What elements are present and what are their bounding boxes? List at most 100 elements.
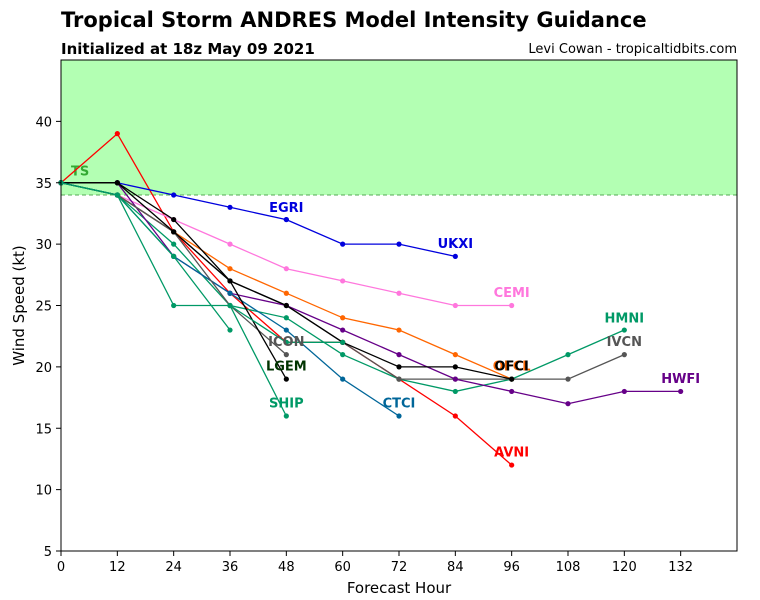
model-label-hmni: HMNI	[605, 312, 645, 327]
series-ship	[58, 180, 289, 419]
x-tick-label: 96	[503, 560, 520, 575]
data-point	[621, 352, 627, 358]
data-point	[227, 204, 233, 210]
model-label-cemi: CEMI	[494, 286, 530, 301]
tropical-storm-band	[61, 60, 737, 196]
data-point	[452, 376, 458, 382]
data-point	[340, 376, 346, 382]
x-tick-label: 24	[165, 560, 182, 575]
data-point	[227, 266, 233, 272]
series-hwfi	[58, 180, 684, 407]
y-axis-label: Wind Speed (kt)	[10, 245, 28, 366]
data-point	[171, 302, 177, 309]
data-point	[283, 290, 289, 296]
data-point	[340, 327, 346, 333]
series-line-icon	[60, 182, 287, 356]
data-point	[227, 302, 233, 309]
chart-title: Tropical Storm ANDRES Model Intensity Gu…	[61, 8, 647, 32]
model-label-egri: EGRI	[269, 201, 303, 216]
model-label-ship: SHIP	[269, 396, 304, 411]
data-point	[227, 327, 233, 333]
data-point	[678, 388, 684, 395]
chart-subtitle: Initialized at 18z May 09 2021	[61, 40, 315, 58]
x-tick-label: 48	[278, 560, 295, 575]
series-ukxi	[283, 216, 458, 259]
y-tick-label: 20	[35, 361, 52, 376]
data-point	[283, 327, 289, 333]
data-point	[171, 216, 177, 223]
data-point	[227, 290, 233, 296]
x-tick-label: 72	[391, 560, 408, 575]
data-point	[283, 216, 289, 223]
x-tick-label: 36	[222, 560, 239, 575]
model-label-avni: AVNI	[494, 445, 529, 460]
x-tick-label: 84	[447, 560, 464, 575]
y-tick-label: 10	[35, 484, 52, 499]
data-point	[452, 364, 458, 370]
y-tick-label: 40	[35, 115, 52, 130]
series-lgem	[58, 180, 289, 382]
y-axis-ticks: 5 10 15 20 25 30 35 40	[35, 115, 61, 560]
data-point	[114, 192, 120, 198]
x-axis-label: Forecast Hour	[347, 579, 452, 597]
series-extra-13	[58, 180, 233, 333]
data-point	[396, 327, 402, 333]
data-point	[340, 339, 346, 345]
data-point	[171, 192, 177, 198]
x-axis-ticks: 0 12 24 36 48 60 72 84 96 108 120 132	[57, 551, 693, 575]
x-tick-label: 60	[334, 560, 351, 575]
data-point	[396, 376, 402, 382]
data-point	[452, 388, 458, 395]
data-point	[171, 241, 177, 247]
data-point	[340, 315, 346, 321]
series-line-ukxi	[286, 219, 456, 258]
data-point	[565, 352, 571, 358]
model-label-ctci: CTCI	[383, 396, 416, 411]
data-point	[283, 266, 289, 272]
data-point	[227, 241, 233, 247]
model-label-icon: ICON	[268, 335, 304, 350]
data-point	[452, 302, 458, 309]
data-point	[283, 413, 289, 419]
data-point	[396, 413, 402, 419]
model-label-ofcl: OFCL	[493, 360, 531, 375]
series-line-hwfi	[61, 182, 681, 405]
data-point	[283, 339, 289, 345]
data-point	[340, 352, 346, 358]
data-point	[621, 388, 627, 395]
data-point	[283, 352, 289, 358]
x-tick-label: 12	[109, 560, 126, 575]
x-tick-label: 108	[556, 560, 581, 575]
data-point	[283, 376, 289, 382]
data-point	[171, 253, 177, 259]
data-point	[452, 253, 458, 259]
x-tick-label: 132	[668, 560, 693, 575]
data-point	[114, 180, 120, 186]
data-point	[621, 327, 627, 333]
model-label-hwfi: HWFI	[661, 372, 700, 387]
data-point	[340, 278, 346, 284]
series-extra-14	[227, 302, 346, 345]
series-line-extra-13	[60, 182, 231, 331]
data-point	[283, 302, 289, 309]
y-tick-label: 5	[44, 545, 52, 560]
series-line-ctci	[60, 182, 400, 417]
data-point	[283, 315, 289, 321]
model-label-ofci: OFCI	[495, 360, 529, 375]
model-label-ukxi: UKXI	[438, 237, 474, 252]
data-point	[452, 413, 458, 419]
model-label-ivcn: IVCN	[607, 335, 642, 350]
data-point	[396, 352, 402, 358]
data-point	[509, 388, 515, 395]
data-point	[171, 229, 177, 235]
data-point	[340, 241, 346, 247]
data-point	[565, 401, 571, 407]
y-tick-label: 35	[35, 177, 52, 192]
data-point	[396, 364, 402, 370]
data-point	[509, 376, 515, 382]
x-tick-label: 0	[57, 560, 65, 575]
data-point	[509, 462, 515, 468]
data-point	[114, 131, 120, 137]
